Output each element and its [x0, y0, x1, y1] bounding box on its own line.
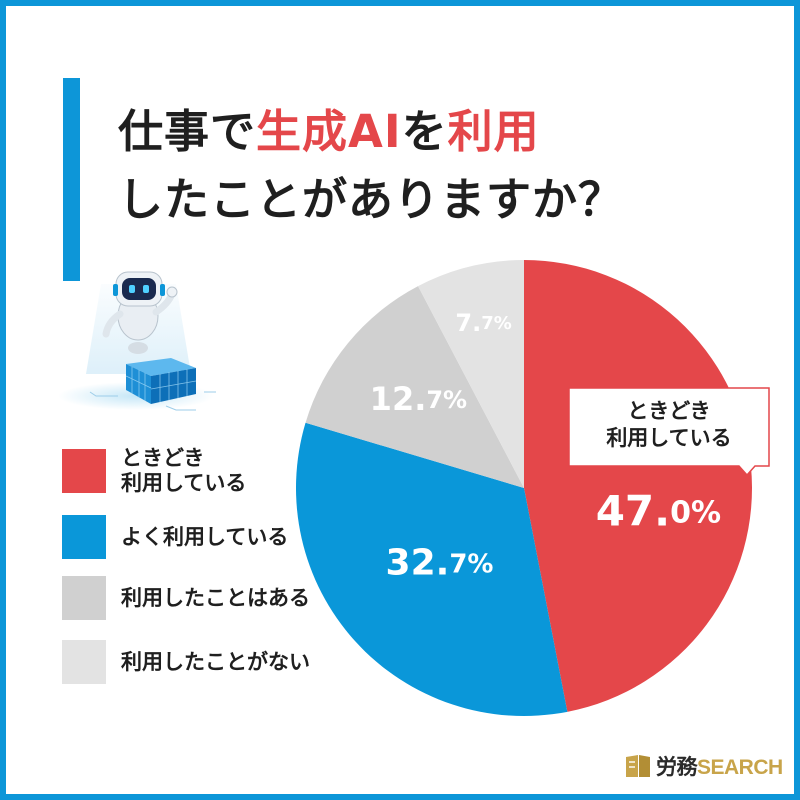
legend-item: よく利用している: [62, 515, 288, 559]
slice-value-label: 12.7%: [370, 380, 467, 418]
slice-often: [296, 422, 568, 716]
legend-label-line: ときどき: [121, 446, 205, 470]
slice-value-label: 32.7%: [386, 543, 494, 584]
logo-en: SEARCH: [697, 756, 783, 779]
logo-book-icon: [626, 755, 650, 777]
legend-label-line: 利用している: [121, 471, 247, 495]
logo-jp: 労務: [656, 756, 698, 779]
legend-swatch-often: [62, 515, 106, 559]
title-line-1: 仕事で生成AIを利用: [118, 98, 624, 166]
slice-sometimes: [524, 260, 752, 712]
callout-text: ときどき: [627, 399, 710, 423]
title-text: を: [401, 105, 448, 158]
legend-item: 利用したことがない: [62, 640, 310, 684]
chart-title: 仕事で生成AIを利用 したことがありますか？: [118, 98, 624, 234]
legend-swatch-used-once: [62, 576, 106, 620]
slice-value-label: 47.0%: [596, 486, 721, 535]
title-text: 仕事で: [118, 105, 257, 158]
title-highlight: 利用: [447, 105, 540, 158]
legend-swatch-never: [62, 640, 106, 684]
slice-used-once: [305, 286, 524, 488]
legend-item: ときどき 利用している: [62, 446, 246, 496]
title-line-2: したことがありますか？: [118, 173, 625, 226]
logo: 労務SEARCH: [624, 751, 783, 781]
legend-label: 利用したことはある: [121, 585, 310, 610]
legend-swatch-sometimes: [62, 449, 106, 493]
legend-label: よく利用している: [121, 524, 289, 549]
robot-illustration: [58, 271, 216, 411]
slice-never: [418, 260, 524, 488]
legend-label: ときどき 利用している: [121, 446, 246, 496]
logo-text: 労務SEARCH: [656, 751, 783, 781]
slice-value-label: 7.7%: [455, 309, 511, 337]
title-accent-bar: [63, 78, 80, 281]
legend-item: 利用したことはある: [62, 576, 310, 620]
title-highlight: 生成AI: [256, 105, 402, 158]
legend-label: 利用したことがない: [121, 649, 310, 674]
callout-text: 利用している: [606, 426, 731, 450]
